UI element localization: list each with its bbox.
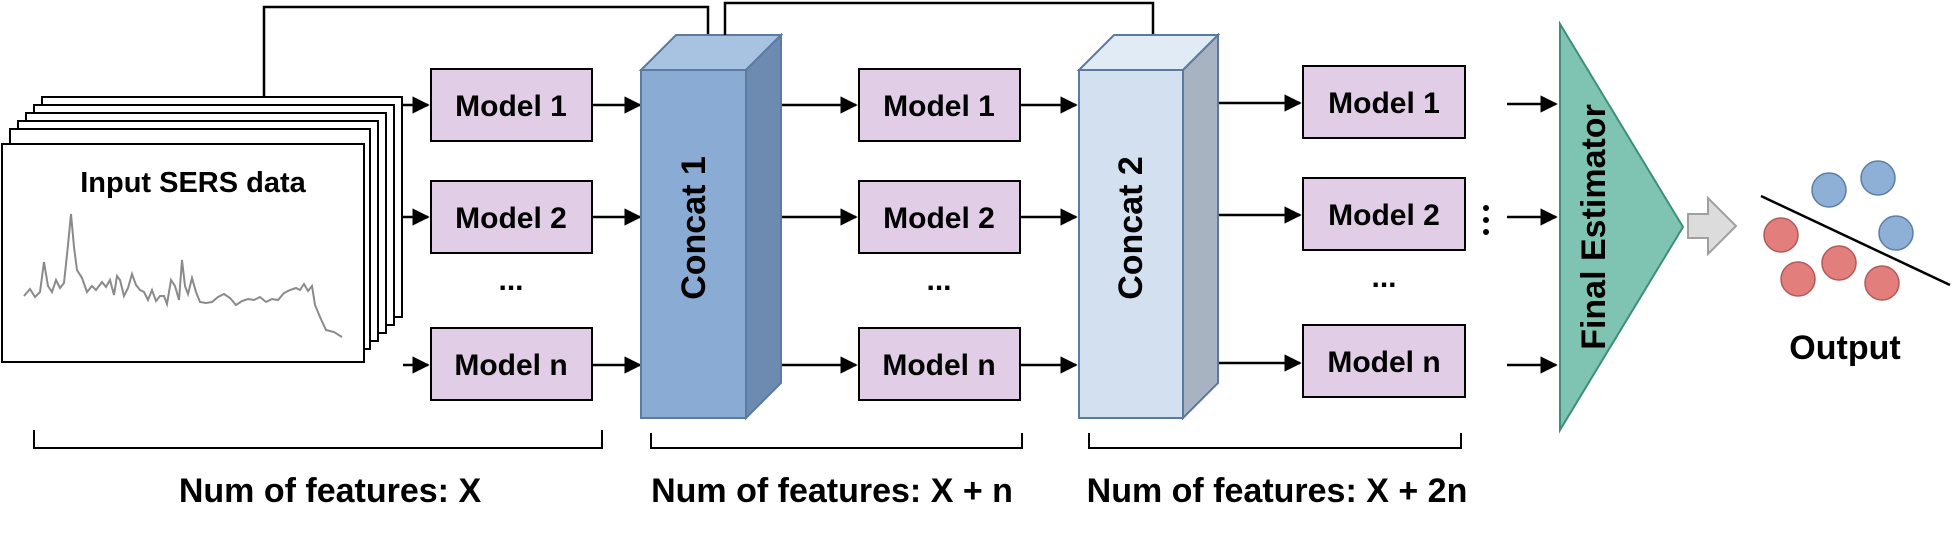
final-estimator-label: Final Estimator	[1575, 104, 1613, 350]
concat1-skip-connection	[723, 1, 1162, 53]
stage1-feature-count: Num of features: X	[179, 472, 482, 510]
stage2-output-arrows	[1021, 96, 1078, 374]
stage3-ellipsis: ...	[1371, 261, 1396, 294]
class-a-point	[1878, 215, 1914, 251]
concat1-block: Concat 1	[638, 32, 784, 421]
stage2-model-label: Model 2	[883, 202, 995, 235]
stage2-bracket	[650, 433, 1023, 449]
stage1-model-label: Model 1	[455, 90, 567, 123]
class-b-point	[1763, 217, 1799, 253]
class-b-point	[1821, 245, 1857, 281]
stage1-model-box	[430, 327, 593, 401]
sers-spectrum	[23, 213, 343, 338]
concat2-label: Concat 2	[1112, 156, 1150, 300]
stage3-feature-count: Num of features: X + 2n	[1087, 472, 1468, 510]
decision-boundary	[1760, 194, 1951, 287]
stage2-model-box	[858, 180, 1021, 254]
concat1-label: Concat 1	[675, 156, 713, 300]
stage1-ellipsis: ...	[498, 264, 523, 297]
input-data-stack: Input SERS data	[1, 96, 403, 363]
output-classification-plot: Output	[1760, 160, 1951, 367]
stage1-input-arrows	[403, 96, 430, 374]
stage1-model-label: Model 2	[455, 202, 567, 235]
stage3-model-label: Model n	[1327, 346, 1440, 379]
stage3-model-label: Model 1	[1328, 87, 1440, 120]
stage2-model-label: Model n	[882, 349, 995, 382]
class-a-point	[1860, 160, 1896, 196]
concat1-output-arrows	[782, 96, 858, 374]
stage3-model-label: Model 2	[1328, 199, 1440, 232]
output-label: Output	[1789, 329, 1900, 367]
stage1-models: Model 1 Model 2 ... Model n	[430, 68, 593, 401]
stage3-models: Model 1 Model 2 ... Model n	[1302, 65, 1466, 398]
concat2-output-arrows	[1219, 94, 1302, 372]
input-title: Input SERS data	[80, 167, 306, 199]
class-b-point	[1780, 261, 1816, 297]
stage2-model-box	[858, 68, 1021, 142]
stage3-model-box	[1302, 177, 1466, 251]
class-a-point	[1811, 172, 1847, 208]
stage3-side-ellipsis	[1483, 205, 1489, 235]
output-arrow	[1687, 195, 1738, 257]
stage2-ellipsis: ...	[926, 264, 951, 297]
stage1-bracket	[33, 430, 603, 449]
stage1-model-label: Model n	[454, 349, 567, 382]
stage1-output-arrows	[593, 96, 642, 374]
stage2-models: Model 1 Model 2 ... Model n	[858, 68, 1021, 401]
concat2-block: Concat 2	[1076, 32, 1221, 421]
stage3-bracket	[1088, 433, 1462, 449]
stage3-model-box	[1302, 65, 1466, 139]
stage3-model-box	[1302, 324, 1466, 398]
stage3-output-arrows	[1507, 95, 1558, 374]
stage2-model-box	[858, 327, 1021, 401]
input-skip-connection	[262, 5, 717, 97]
input-data-sheet	[1, 143, 365, 363]
stage1-model-box	[430, 180, 593, 254]
class-b-point	[1864, 265, 1900, 301]
stage2-feature-count: Num of features: X + n	[651, 472, 1013, 510]
stage1-model-box	[430, 68, 593, 142]
final-estimator: Final Estimator	[1559, 20, 1685, 434]
stage2-model-label: Model 1	[883, 90, 995, 123]
